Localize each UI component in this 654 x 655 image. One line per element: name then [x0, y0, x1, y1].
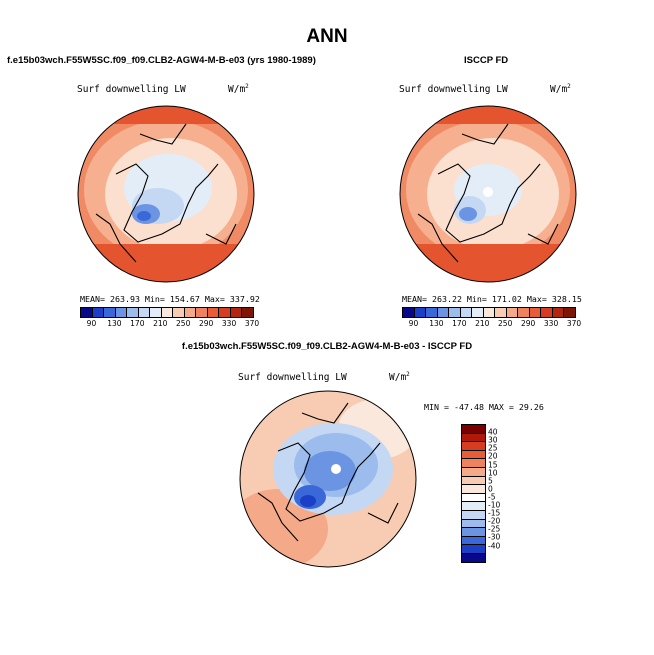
panel1-colorbar — [80, 307, 254, 318]
colorbar-swatch — [506, 308, 519, 317]
colorbar-tick-label: 130 — [107, 319, 122, 328]
colorbar-swatch — [449, 308, 461, 317]
colorbar-tick-label: 170 — [452, 319, 467, 328]
colorbar-tick-label: 250 — [176, 319, 191, 328]
page-title: ANN — [306, 26, 348, 47]
colorbar-swatch — [529, 308, 542, 317]
colorbar-swatch — [460, 308, 473, 317]
colorbar-tick-label: -15 — [488, 508, 501, 518]
panel2-variable-label: Surf downwelling LW — [399, 84, 508, 95]
panel1-case-title: f.e15b03wch.F55W5SC.f09_f09.CLB2-AGW4-M-… — [7, 55, 316, 66]
colorbar-tick-label: 90 — [408, 319, 419, 328]
colorbar-swatch — [472, 308, 484, 317]
colorbar-swatch — [184, 308, 197, 317]
panel3-case-title: f.e15b03wch.F55W5SC.f09_f09.CLB2-AGW4-M-… — [181, 341, 473, 352]
colorbar-swatch — [541, 308, 553, 317]
colorbar-swatch — [173, 308, 185, 317]
colorbar-swatch — [207, 308, 220, 317]
colorbar-tick-label: 290 — [198, 319, 214, 328]
colorbar-swatch — [462, 510, 485, 520]
colorbar-swatch — [414, 308, 427, 317]
colorbar-tick-label: 5 — [488, 476, 493, 486]
colorbar-swatch — [115, 308, 128, 317]
colorbar-swatch — [426, 308, 438, 317]
colorbar-tick-label: 170 — [130, 319, 145, 328]
colorbar-tick-label: 20 — [488, 451, 498, 461]
colorbar-swatch — [462, 502, 485, 511]
colorbar-tick-label: -30 — [488, 532, 501, 542]
colorbar-swatch — [150, 308, 162, 317]
panel1-polar-map — [77, 105, 255, 283]
panel1-variable-label: Surf downwelling LW — [77, 84, 186, 95]
colorbar-swatch — [230, 308, 243, 317]
colorbar-tick-label: 330 — [221, 319, 237, 328]
colorbar-swatch — [462, 528, 485, 537]
colorbar-tick-label: -10 — [488, 500, 501, 510]
colorbar-swatch — [219, 308, 231, 317]
difference-colorbar-ticks: 40 30 25 20 15 10 5 0 -5 -10 -15 -20 -25 -30 -40 — [488, 424, 518, 569]
colorbar-swatch — [462, 493, 485, 503]
colorbar-swatch — [403, 308, 415, 317]
panel3-stats: MIN = -47.48 MAX = 29.26 — [424, 402, 544, 412]
colorbar-tick-label: 130 — [429, 319, 444, 328]
colorbar-tick-label: 40 — [488, 427, 498, 437]
panel3-variable-label: Surf downwelling LW — [238, 372, 347, 383]
panel2-colorbar-ticks: 90 130 170 210 250 290 330 370 — [402, 319, 581, 329]
colorbar-swatch — [462, 519, 485, 529]
colorbar-swatch — [462, 536, 485, 546]
colorbar-tick-label: 330 — [543, 319, 559, 328]
colorbar-swatch — [462, 450, 485, 460]
colorbar-swatch — [462, 467, 485, 477]
colorbar-swatch — [462, 433, 485, 443]
colorbar-tick-label: 30 — [488, 435, 498, 445]
panel1-units: W/m2 — [228, 83, 249, 96]
colorbar-swatch — [518, 308, 530, 317]
colorbar-tick-label: -40 — [488, 541, 501, 550]
panel2-stats: MEAN= 263.22 Min= 171.02 Max= 328.15 — [402, 294, 582, 304]
colorbar-tick-label: 210 — [475, 319, 490, 328]
panel2-polar-map — [399, 105, 577, 283]
colorbar-tick-label: 90 — [86, 319, 97, 328]
panel2-units: W/m2 — [550, 83, 571, 96]
colorbar-swatch — [564, 308, 575, 317]
colorbar-tick-label: 0 — [488, 484, 493, 494]
panel1-stats: MEAN= 263.93 Min= 154.67 Max= 337.92 — [80, 294, 260, 304]
colorbar-swatch — [462, 476, 485, 486]
colorbar-tick-label: 370 — [244, 319, 260, 328]
colorbar-swatch — [483, 308, 496, 317]
colorbar-swatch — [462, 553, 485, 562]
colorbar-tick-label: -20 — [488, 516, 501, 526]
panel1-colorbar-ticks: 90 130 170 210 250 290 330 370 — [80, 319, 259, 329]
colorbar-swatch — [196, 308, 208, 317]
colorbar-tick-label: -5 — [488, 492, 496, 502]
panel2-case-title: ISCCP FD — [464, 55, 509, 66]
colorbar-tick-label: -25 — [488, 524, 501, 534]
colorbar-swatch — [462, 442, 485, 451]
colorbar-swatch — [161, 308, 174, 317]
colorbar-swatch — [462, 459, 485, 468]
colorbar-swatch — [462, 425, 485, 434]
colorbar-tick-label: 290 — [520, 319, 536, 328]
colorbar-swatch — [552, 308, 565, 317]
colorbar-swatch — [495, 308, 507, 317]
panel2-colorbar — [402, 307, 576, 318]
colorbar-swatch — [138, 308, 151, 317]
colorbar-swatch — [462, 545, 485, 554]
colorbar-tick-label: 210 — [153, 319, 168, 328]
colorbar-tick-label: 10 — [488, 468, 498, 478]
colorbar-tick-label: 25 — [488, 443, 498, 453]
difference-colorbar — [461, 424, 486, 563]
colorbar-swatch — [437, 308, 450, 317]
colorbar-swatch — [462, 485, 485, 494]
colorbar-swatch — [92, 308, 105, 317]
colorbar-swatch — [104, 308, 116, 317]
colorbar-swatch — [81, 308, 93, 317]
colorbar-tick-label: 370 — [566, 319, 582, 328]
colorbar-swatch — [242, 308, 253, 317]
panel3-units: W/m2 — [389, 371, 410, 384]
colorbar-tick-label: 15 — [488, 460, 498, 469]
colorbar-tick-label: 250 — [498, 319, 513, 328]
colorbar-swatch — [127, 308, 139, 317]
panel3-difference-map — [239, 390, 417, 568]
